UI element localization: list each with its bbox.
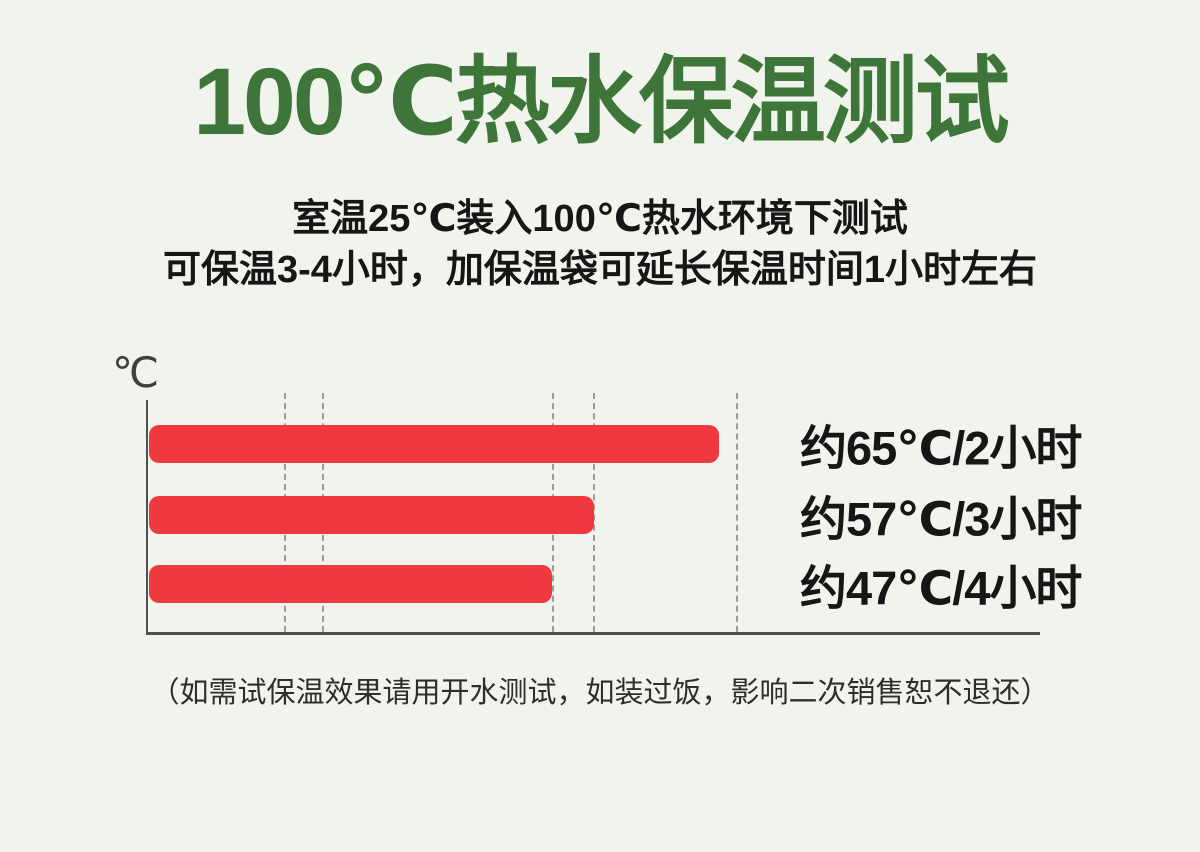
page-title: 100℃热水保温测试 bbox=[193, 49, 1010, 155]
dashed-gridline bbox=[593, 393, 596, 632]
temperature-bar-4h bbox=[149, 565, 553, 603]
footnote: （如需试保温效果请用开水测试，如装过饭，影响二次销售恕不退还） bbox=[150, 677, 1050, 709]
insulation-bar-chart: ℃ 约65℃/2小时 约57℃/3小时 约47℃/4小时 bbox=[0, 352, 1200, 642]
bar-label-3h: 约57℃/3小时 bbox=[800, 492, 1082, 546]
bar-row-3h: 约57℃/3小时 bbox=[148, 493, 1082, 546]
temperature-bar-3h bbox=[149, 496, 595, 534]
plot-area: 约65℃/2小时 约57℃/3小时 约47℃/4小时 bbox=[146, 393, 1082, 635]
bar-row-2h: 约65℃/2小时 bbox=[148, 422, 1082, 475]
dashed-gridline bbox=[735, 393, 738, 632]
bar-row-4h: 约47℃/4小时 bbox=[148, 562, 1082, 615]
subtitle: 室温25℃装入100℃热水环境下测试 可保温3-4小时，加保温袋可延长保温时间1… bbox=[0, 194, 1200, 296]
temperature-bar-2h bbox=[149, 425, 719, 463]
y-axis-unit-label: ℃ bbox=[112, 349, 160, 396]
bar-label-2h: 约65℃/2小时 bbox=[800, 421, 1082, 475]
subtitle-line-2: 可保温3-4小时，加保温袋可延长保温时间1小时左右 bbox=[162, 249, 1038, 291]
bar-label-4h: 约47℃/4小时 bbox=[800, 561, 1082, 615]
subtitle-line-1: 室温25℃装入100℃热水环境下测试 bbox=[292, 198, 908, 240]
